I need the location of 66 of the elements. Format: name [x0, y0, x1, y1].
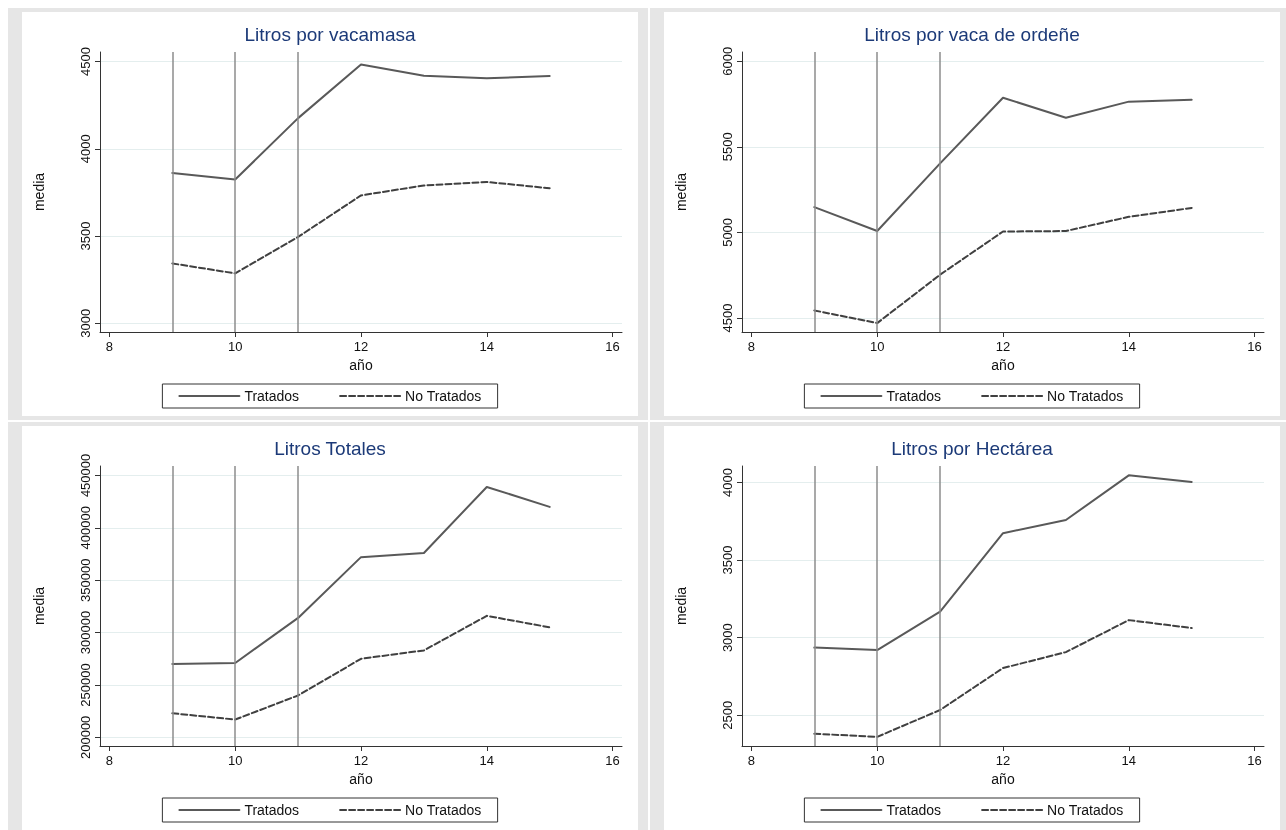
line-series [813, 619, 1193, 738]
x-tick-label: 8 [747, 753, 756, 768]
x-tick-label: 10 [227, 339, 243, 354]
y-tick-label: 450000 [78, 453, 93, 498]
x-tick-label: 14 [479, 339, 495, 354]
line-series [813, 474, 1193, 652]
line-series [813, 96, 1193, 233]
y-tick-label: 4500 [78, 47, 93, 77]
x-axis-title: año [991, 356, 1015, 373]
chart-title: Litros Totales [274, 438, 386, 459]
legend-label: No Tratados [1047, 388, 1124, 404]
y-tick-label: 3000 [720, 623, 735, 653]
legend-label: No Tratados [405, 388, 482, 404]
line-series [171, 63, 551, 181]
y-axis-title: media [673, 172, 689, 212]
x-tick-label: 8 [105, 339, 114, 354]
y-tick-label: 6000 [720, 46, 735, 76]
x-tick-label: 12 [353, 339, 369, 354]
x-axis-title: año [991, 770, 1015, 787]
y-tick-label: 3000 [78, 308, 93, 338]
x-axis-title: año [349, 770, 373, 787]
x-tick-label: 12 [353, 753, 369, 768]
y-tick-label: 5500 [720, 132, 735, 162]
legend-label: Tratados [886, 388, 942, 404]
x-tick-label: 10 [869, 339, 885, 354]
x-tick-label: 16 [605, 753, 620, 768]
y-tick-label: 200000 [78, 715, 93, 760]
y-axis-title: media [673, 586, 689, 626]
y-tick-label: 350000 [78, 558, 93, 602]
x-tick-label: 16 [1247, 753, 1262, 768]
x-tick-label: 12 [995, 339, 1011, 354]
y-axis-title: media [31, 172, 47, 212]
y-axis-title: media [31, 586, 47, 626]
x-tick-label: 10 [869, 753, 885, 768]
y-tick-label: 4000 [78, 134, 93, 164]
legend-label: Tratados [886, 802, 942, 818]
y-tick-label: 3500 [78, 221, 93, 251]
x-tick-label: 14 [1121, 753, 1137, 768]
legend-label: Tratados [244, 388, 300, 404]
x-tick-label: 16 [1247, 339, 1262, 354]
y-tick-label: 300000 [78, 610, 93, 655]
chart-title: Litros por vacamasa [244, 24, 416, 45]
legend-label: No Tratados [405, 802, 482, 818]
chart-title: Litros por Hectárea [891, 438, 1054, 459]
y-tick-label: 4000 [720, 467, 735, 497]
x-tick-label: 12 [995, 753, 1011, 768]
x-tick-label: 14 [479, 753, 495, 768]
x-tick-label: 16 [605, 339, 620, 354]
x-axis-title: año [349, 356, 373, 373]
y-tick-label: 2500 [720, 700, 735, 730]
y-tick-label: 5000 [720, 217, 735, 247]
y-tick-label: 400000 [78, 506, 93, 550]
legend-label: No Tratados [1047, 802, 1124, 818]
y-tick-label: 4500 [720, 303, 735, 333]
y-tick-label: 250000 [78, 663, 93, 707]
x-tick-label: 10 [227, 753, 243, 768]
line-series [171, 614, 551, 721]
x-tick-label: 8 [105, 753, 114, 768]
y-tick-label: 3500 [720, 545, 735, 575]
x-tick-label: 14 [1121, 339, 1137, 354]
line-series [171, 485, 551, 666]
chart-title: Litros por vaca de ordeñe [864, 24, 1080, 45]
x-tick-label: 8 [747, 339, 756, 354]
line-series [813, 206, 1193, 325]
line-series [171, 180, 551, 275]
legend-label: Tratados [244, 802, 300, 818]
